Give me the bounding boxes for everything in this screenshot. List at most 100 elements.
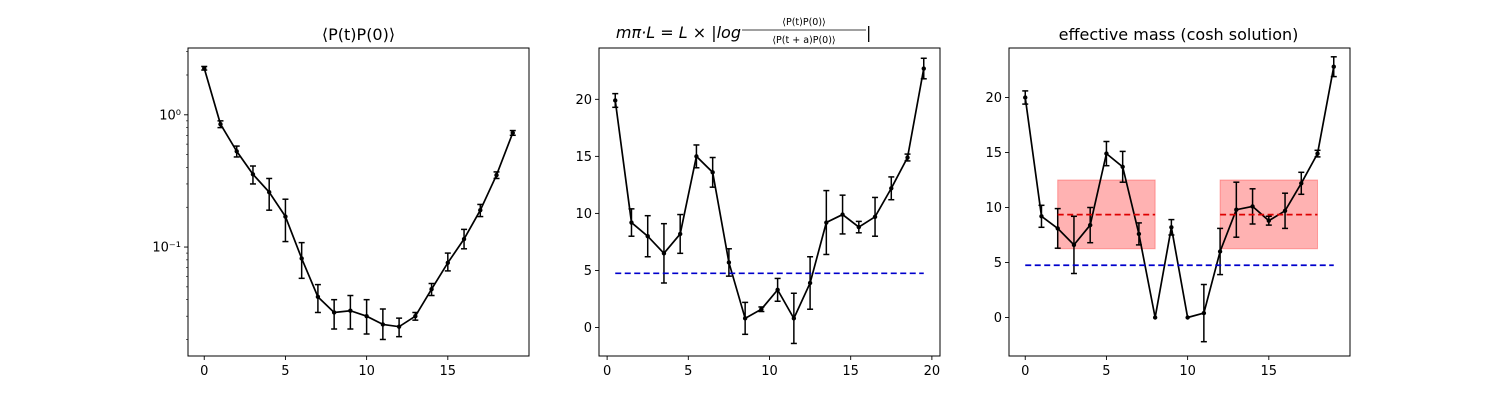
- data-point: [429, 286, 434, 292]
- data-point: [1055, 226, 1060, 231]
- error-bar: [282, 198, 289, 243]
- panel-correlator: ⟨P(t)P(0)⟩ 0 5 10 15 10⁰ 10⁻¹: [152, 25, 530, 379]
- y-tick-label: 10: [985, 201, 1002, 216]
- axes-frame: [1008, 47, 1351, 357]
- data-point: [710, 170, 715, 175]
- x-tick-label: 5: [684, 364, 692, 379]
- x-tick-label: 15: [842, 364, 859, 379]
- data-point: [445, 260, 451, 266]
- data-point: [872, 214, 878, 220]
- panel-1-title: ⟨P(t)P(0)⟩: [322, 25, 395, 44]
- panel-2-plot-area: 0 5 10 15 20 0 5 10 15 20: [575, 47, 941, 379]
- y-tick-label: 5: [994, 256, 1002, 271]
- data-point: [218, 121, 223, 127]
- data-point: [1282, 208, 1288, 213]
- data-point: [1087, 222, 1093, 228]
- y-tick-label: 20: [575, 93, 592, 108]
- data-point: [807, 280, 813, 286]
- data-point: [694, 154, 699, 159]
- data-point: [364, 313, 369, 319]
- data-point: [759, 307, 764, 312]
- panel-2-title: mπ·L = L × |log ⟨P(t)P(0)⟩ ⟨P(t + a)P(0)…: [616, 17, 871, 46]
- data-point: [1136, 231, 1142, 237]
- data-point: [613, 98, 618, 103]
- y-tick-label: 10⁰: [159, 108, 181, 123]
- y-tick-label: 10: [575, 207, 592, 222]
- x-tick-label: 10: [761, 364, 778, 379]
- x-tick-label: 0: [603, 364, 611, 379]
- panel-3-title: effective mass (cosh solution): [1059, 25, 1299, 44]
- data-point: [380, 322, 386, 327]
- x-tick-label: 0: [200, 364, 208, 379]
- data-point: [791, 316, 797, 321]
- x-tick-label: 15: [440, 364, 457, 379]
- data-point: [1039, 214, 1044, 219]
- data-point: [461, 236, 467, 242]
- data-point: [348, 308, 353, 313]
- data-point: [726, 260, 732, 265]
- data-point: [478, 207, 483, 213]
- y-tick-label: 0: [584, 321, 592, 336]
- data-point: [202, 66, 207, 71]
- data-point: [1071, 242, 1077, 248]
- panel-mass-log-ratio: mπ·L = L × |log ⟨P(t)P(0)⟩ ⟨P(t + a)P(0)…: [575, 17, 941, 379]
- data-point: [840, 212, 845, 217]
- data-point: [283, 214, 288, 219]
- data-point: [1152, 315, 1158, 320]
- data-point: [824, 220, 829, 225]
- x-tick-label: 10: [358, 364, 375, 379]
- y-tick-label: 10⁻¹: [152, 241, 181, 256]
- data-point: [299, 256, 304, 261]
- x-tick-label: 20: [924, 364, 941, 379]
- data-point: [921, 66, 926, 71]
- data-point: [494, 172, 499, 178]
- data-point: [742, 316, 748, 321]
- panel-2-title-denominator: ⟨P(t + a)P(0)⟩: [772, 35, 835, 46]
- data-point: [396, 324, 402, 329]
- data-point: [629, 220, 634, 225]
- data-point: [331, 310, 337, 315]
- data-point: [234, 149, 239, 154]
- data-point: [775, 287, 780, 293]
- data-point: [1331, 64, 1336, 69]
- data-point: [1169, 225, 1174, 230]
- data-point: [856, 224, 862, 230]
- data-point: [1315, 151, 1320, 156]
- axes-frame: [187, 47, 530, 357]
- x-tick-label: 0: [1021, 364, 1029, 379]
- x-tick-label: 15: [1261, 364, 1278, 379]
- axes-frame: [598, 47, 941, 357]
- y-tick-label: 5: [584, 264, 592, 279]
- x-tick-label: 5: [281, 364, 289, 379]
- data-point: [510, 130, 515, 136]
- y-tick-label: 0: [994, 311, 1002, 326]
- y-tick-label: 20: [985, 91, 1002, 106]
- data-point: [250, 172, 256, 177]
- data-point: [1104, 151, 1109, 156]
- series-line: [614, 68, 925, 321]
- data-point: [661, 251, 667, 256]
- data-point: [677, 231, 683, 237]
- data-point: [315, 294, 321, 300]
- series-line: [1024, 66, 1335, 319]
- data-point: [1185, 315, 1190, 320]
- data-point: [1299, 181, 1304, 186]
- panel-2-title-close: |: [866, 23, 871, 42]
- panel-2-title-lhs: mπ·L = L × |log: [616, 23, 741, 42]
- x-tick-label: 5: [1102, 364, 1110, 379]
- data-point: [1217, 249, 1223, 254]
- panel-2-title-numerator: ⟨P(t)P(0)⟩: [782, 17, 825, 28]
- series-line: [203, 67, 514, 328]
- data-point: [1250, 204, 1255, 209]
- panel-1-plot-area: 0 5 10 15 10⁰ 10⁻¹: [152, 47, 530, 379]
- panel-3-plot-area: 0 5 10 15 0 5 10 15 20: [985, 47, 1351, 379]
- panel-effective-mass: effective mass (cosh solution) 0 5 10 15 0 5 1…: [985, 25, 1351, 379]
- data-point: [266, 189, 272, 195]
- y-tick-label: 15: [575, 150, 592, 165]
- data-point: [1023, 95, 1028, 100]
- data-point: [645, 234, 650, 239]
- data-point: [889, 186, 894, 191]
- data-point: [413, 313, 418, 319]
- y-tick-label: 15: [985, 146, 1002, 161]
